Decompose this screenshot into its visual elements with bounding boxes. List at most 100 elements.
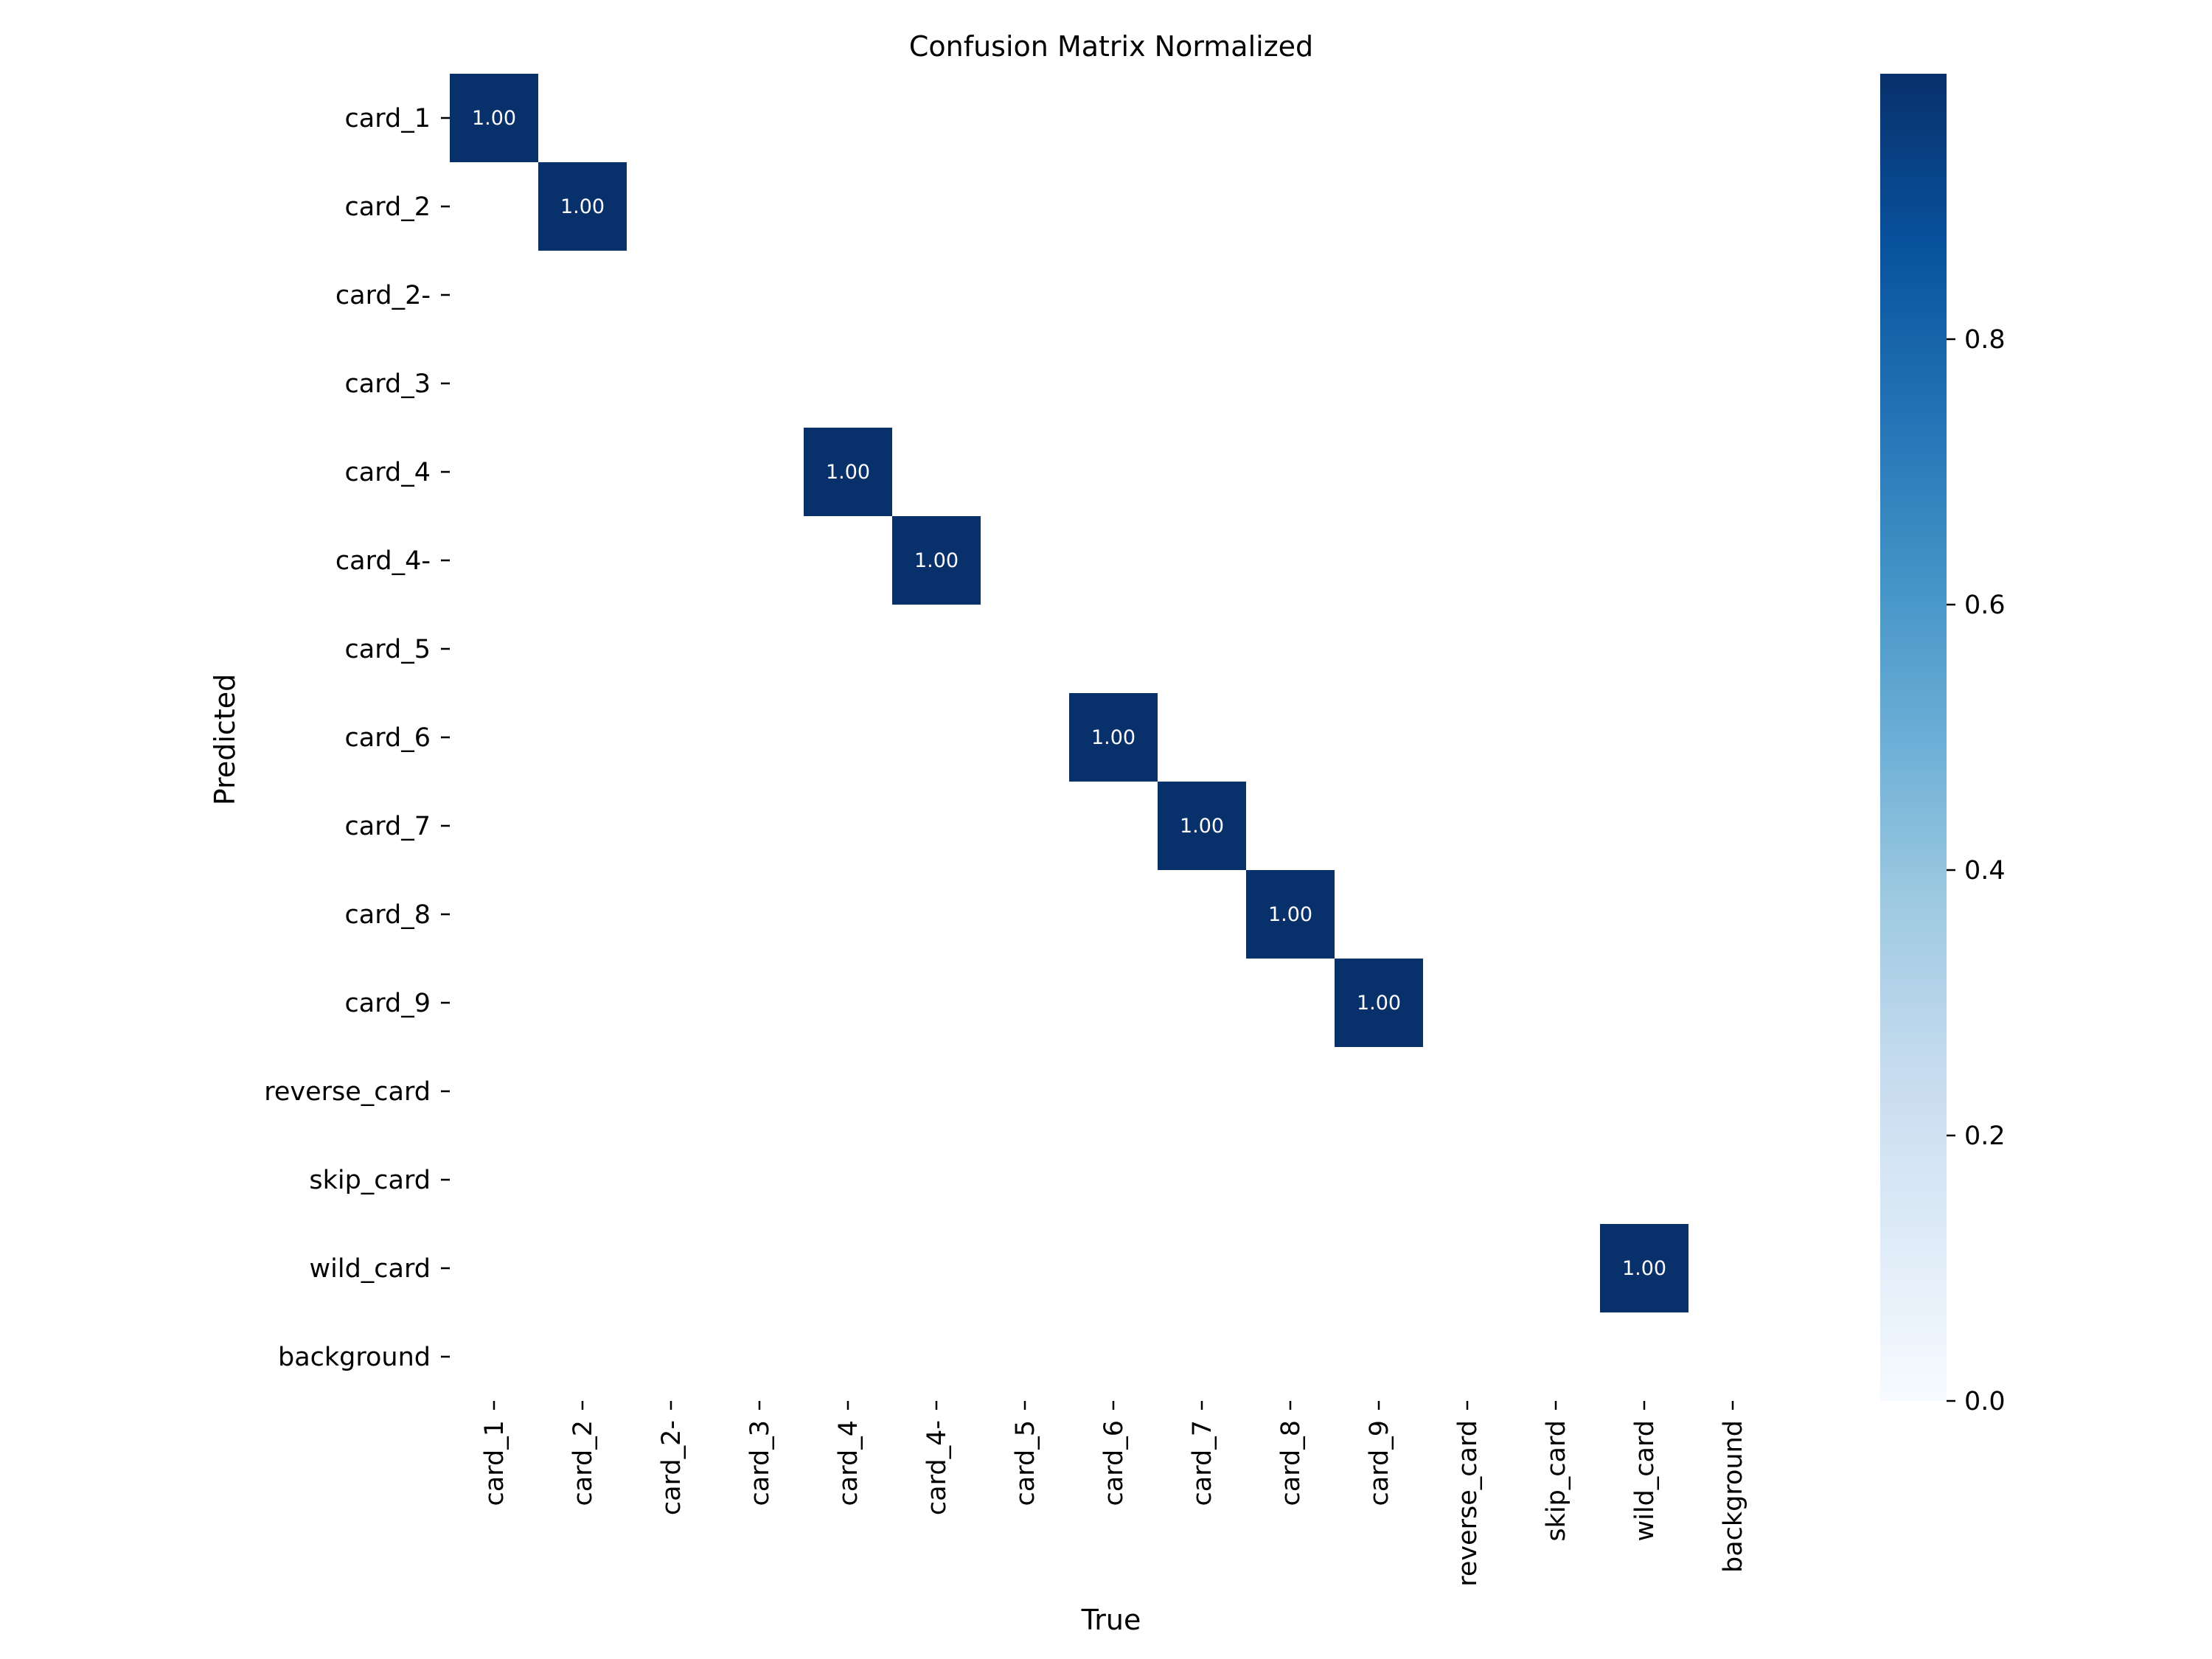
cell-rect — [1158, 782, 1246, 870]
cell-rect — [1246, 870, 1335, 959]
colorbar-tick-0-2: 0.2 — [1947, 1121, 2006, 1151]
y-tick-label: card_5 — [345, 635, 431, 664]
y-tick-reverse-card: reverse_card — [264, 1077, 450, 1107]
cell-rect — [892, 516, 981, 605]
chart-title: Confusion Matrix Normalized — [909, 30, 1313, 63]
cell-rect — [450, 74, 538, 162]
x-tick-label: card_6 — [1099, 1420, 1129, 1506]
x-tick-label: card_8 — [1276, 1420, 1306, 1506]
colorbar-ticks: 0.0 0.2 0.4 0.6 0.8 — [1947, 325, 2006, 1416]
cell-value-label: 1.00 — [472, 107, 516, 130]
x-axis-label: True — [1081, 1604, 1141, 1636]
y-tick-label: reverse_card — [264, 1077, 431, 1107]
y-tick-card-2: card_2 — [345, 192, 450, 222]
x-tick-card-8: card_8 — [1276, 1401, 1306, 1506]
x-tick-label: card_2- — [657, 1420, 686, 1515]
y-tick-label: card_3 — [345, 369, 431, 399]
y-tick-card-1: card_1 — [345, 104, 450, 133]
y-tick-background: background — [278, 1343, 450, 1372]
y-tick-wild-card: wild_card — [310, 1254, 450, 1284]
y-tick-label: card_2- — [335, 281, 431, 310]
y-tick-label: card_4- — [335, 546, 431, 576]
x-tick-label: card_5 — [1011, 1420, 1040, 1506]
y-tick-card-2: card_2- — [335, 281, 450, 310]
colorbar-tick-0-0: 0.0 — [1947, 1387, 2006, 1416]
y-tick-card-9: card_9 — [345, 989, 450, 1018]
y-tick-label: skip_card — [309, 1166, 431, 1195]
cell-card-4-card-4: 1.00 — [804, 428, 892, 516]
x-tick-card-4: card_4 — [834, 1401, 863, 1506]
y-tick-label: card_2 — [345, 192, 431, 222]
x-tick-card-3: card_3 — [745, 1401, 775, 1506]
y-axis-ticks: card_1 card_2 card_2- card_3 card_4 card_4-ca… — [264, 104, 450, 1372]
x-tick-label: wild_card — [1630, 1420, 1660, 1541]
cell-wild-card-wild-card: 1.00 — [1600, 1224, 1688, 1312]
cell-rect — [538, 162, 627, 251]
cell-card-1-card-1: 1.00 — [450, 74, 538, 162]
cell-rect — [1335, 959, 1423, 1047]
y-tick-card-4: card_4 — [345, 458, 450, 487]
y-axis-label: Predicted — [209, 674, 241, 805]
y-tick-label: card_6 — [345, 723, 431, 753]
cell-card-6-card-6: 1.00 — [1069, 693, 1158, 782]
x-tick-label: card_4 — [834, 1420, 863, 1506]
y-tick-card-8: card_8 — [345, 900, 450, 930]
cell-card-4-card-4: 1.00 — [892, 516, 981, 605]
x-tick-card-2: card_2- — [657, 1401, 686, 1515]
x-tick-card-7: card_7 — [1188, 1401, 1217, 1506]
colorbar-tick-0-8: 0.8 — [1947, 325, 2006, 355]
y-tick-label: wild_card — [310, 1254, 431, 1284]
cell-value-label: 1.00 — [560, 195, 605, 218]
x-axis-ticks: card_1 card_2 card_2- card_3 card_4 card_4- ca… — [480, 1401, 1748, 1587]
y-tick-label: card_8 — [345, 900, 431, 930]
y-tick-card-4: card_4- — [335, 546, 450, 576]
x-tick-label: card_3 — [745, 1420, 775, 1506]
cell-card-2-card-2: 1.00 — [538, 162, 627, 251]
x-tick-card-9: card_9 — [1365, 1401, 1394, 1506]
y-tick-label: card_9 — [345, 989, 431, 1018]
x-tick-card-4: card_4- — [922, 1401, 952, 1515]
y-tick-card-3: card_3 — [345, 369, 450, 399]
x-tick-label: card_1 — [480, 1420, 509, 1506]
colorbar-gradient — [1880, 74, 1947, 1401]
cell-card-8-card-8: 1.00 — [1246, 870, 1335, 959]
x-tick-wild-card: wild_card — [1630, 1401, 1660, 1541]
colorbar: 0.0 0.2 0.4 0.6 0.8 — [1880, 74, 2006, 1416]
x-tick-label: card_2 — [568, 1420, 598, 1506]
cell-card-9-card-9: 1.00 — [1335, 959, 1423, 1047]
x-tick-label: card_7 — [1188, 1420, 1217, 1506]
x-tick-label: background — [1719, 1420, 1748, 1573]
y-tick-card-5: card_5 — [345, 635, 450, 664]
colorbar-tick-label: 0.4 — [1964, 856, 2006, 886]
colorbar-tick-0-6: 0.6 — [1947, 591, 2006, 620]
x-tick-skip-card: skip_card — [1542, 1401, 1571, 1542]
y-tick-label: card_4 — [345, 458, 431, 487]
cell-value-label: 1.00 — [914, 549, 959, 572]
y-tick-label: card_1 — [345, 104, 431, 133]
cell-rect — [1069, 693, 1158, 782]
x-tick-label: card_4- — [922, 1420, 952, 1515]
colorbar-tick-label: 0.2 — [1964, 1121, 2006, 1151]
cell-card-7-card-7: 1.00 — [1158, 782, 1246, 870]
y-tick-card-7: card_7 — [345, 812, 450, 841]
heatmap-cells: 1.00 1.00 1.00 1.00 1.00 1.00 1.00 1.00 1.00 — [450, 74, 1688, 1312]
x-tick-card-2: card_2 — [568, 1401, 598, 1506]
cell-value-label: 1.00 — [1180, 815, 1224, 838]
y-tick-skip-card: skip_card — [309, 1166, 450, 1195]
x-tick-card-1: card_1 — [480, 1401, 509, 1506]
x-tick-card-5: card_5 — [1011, 1401, 1040, 1506]
y-tick-label: background — [278, 1343, 431, 1372]
cell-value-label: 1.00 — [1357, 992, 1401, 1015]
colorbar-tick-0-4: 0.4 — [1947, 856, 2006, 886]
colorbar-tick-label: 0.0 — [1964, 1387, 2006, 1416]
cell-value-label: 1.00 — [826, 461, 870, 484]
y-tick-label: card_7 — [345, 812, 431, 841]
x-tick-reverse-card: reverse_card — [1453, 1401, 1483, 1587]
colorbar-tick-label: 0.6 — [1964, 591, 2006, 620]
x-tick-label: skip_card — [1542, 1420, 1571, 1542]
cell-value-label: 1.00 — [1091, 726, 1135, 749]
x-tick-label: card_9 — [1365, 1420, 1394, 1506]
x-tick-label: reverse_card — [1453, 1420, 1483, 1587]
colorbar-tick-label: 0.8 — [1964, 325, 2006, 355]
